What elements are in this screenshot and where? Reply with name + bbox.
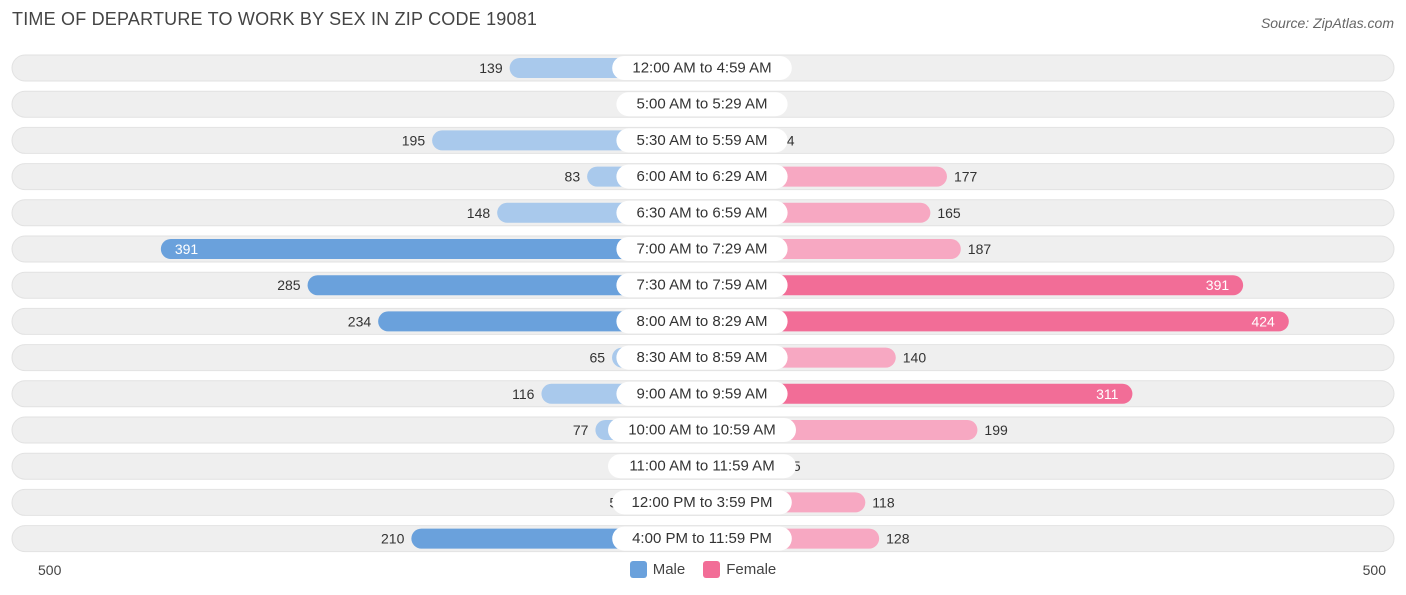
female-value-label: 391 — [1206, 277, 1230, 293]
category-label: 7:00 AM to 7:29 AM — [637, 241, 768, 258]
category-label: 8:00 AM to 8:29 AM — [637, 313, 768, 330]
female-value-label: 165 — [937, 205, 961, 221]
category-label: 7:30 AM to 7:59 AM — [637, 277, 768, 294]
category-label-pill — [608, 454, 796, 479]
category-label: 6:30 AM to 6:59 AM — [637, 204, 768, 221]
category-label-pill — [616, 237, 788, 261]
male-value-label: 285 — [277, 277, 301, 293]
axis-right-label: 500 — [1362, 562, 1386, 578]
female-bar — [702, 275, 1244, 296]
category-label: 5:30 AM to 5:59 AM — [637, 132, 768, 149]
female-value-label: 177 — [954, 169, 978, 185]
category-label: 6:00 AM to 6:29 AM — [637, 168, 768, 185]
category-label-pill — [612, 56, 792, 80]
category-label-pill — [616, 200, 788, 225]
category-label-pill — [616, 345, 788, 370]
chart-source: Source: ZipAtlas.com — [1260, 15, 1394, 31]
category-label-pill — [608, 418, 796, 442]
category-label-pill — [612, 490, 792, 515]
female-value-label: 199 — [984, 422, 1008, 438]
legend-item-male[interactable]: Male — [629, 561, 686, 578]
category-label: 11:00 AM to 11:59 AM — [629, 458, 774, 475]
axis-left-label: 500 — [38, 562, 62, 578]
legend-label-male: Male — [652, 561, 686, 578]
male-value-label: 148 — [467, 205, 491, 221]
female-bar — [702, 311, 1289, 332]
male-value-label: 116 — [512, 386, 535, 402]
legend-label-female: Female — [726, 561, 777, 578]
female-value-label: 187 — [968, 241, 992, 257]
legend-item-female[interactable]: Female — [703, 561, 776, 578]
male-bar — [160, 239, 702, 259]
legend-swatch-male — [629, 561, 647, 578]
female-value-label: 424 — [1251, 313, 1275, 329]
female-bar — [702, 383, 1133, 404]
category-label: 4:00 PM to 11:59 PM — [632, 530, 772, 547]
category-label-pill — [616, 381, 788, 406]
female-value-label: 311 — [1096, 386, 1119, 402]
male-bar — [307, 275, 702, 296]
male-value-label: 65 — [589, 350, 605, 366]
female-value-label: 118 — [872, 494, 895, 510]
legend: Male Female — [0, 561, 1406, 578]
category-label: 10:00 AM to 10:59 AM — [628, 422, 776, 439]
legend-swatch-female — [703, 561, 721, 578]
chart-title: TIME OF DEPARTURE TO WORK BY SEX IN ZIP … — [12, 9, 538, 29]
male-value-label: 234 — [348, 313, 372, 329]
category-label: 5:00 AM to 5:29 AM — [637, 96, 768, 113]
female-value-label: 128 — [886, 531, 910, 547]
male-value-label: 139 — [479, 60, 503, 76]
male-value-label: 77 — [573, 422, 589, 438]
category-label: 9:00 AM to 9:59 AM — [637, 385, 768, 402]
male-value-label: 391 — [175, 241, 199, 257]
category-label-pill — [616, 164, 788, 189]
category-label-pill — [616, 128, 788, 153]
category-label: 12:00 AM to 4:59 AM — [632, 60, 771, 77]
category-label-pill — [616, 309, 788, 334]
male-value-label: 210 — [381, 531, 405, 547]
category-label-pill — [616, 273, 788, 298]
category-label-pill — [612, 526, 792, 551]
category-label: 8:30 AM to 8:59 AM — [637, 349, 768, 366]
category-label: 12:00 PM to 3:59 PM — [632, 494, 773, 511]
male-value-label: 195 — [402, 132, 426, 148]
category-label-pill — [616, 92, 788, 117]
female-value-label: 140 — [903, 350, 927, 366]
male-value-label: 83 — [565, 169, 581, 185]
